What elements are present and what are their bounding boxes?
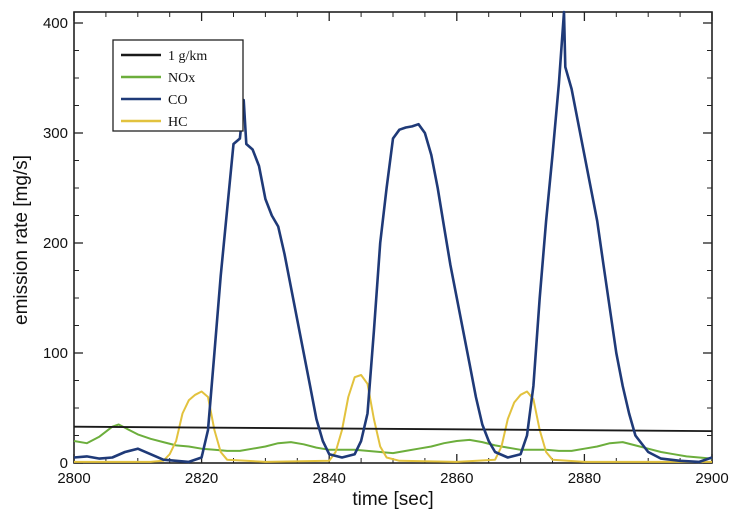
legend-label-hc: HC xyxy=(168,115,187,130)
series-lines xyxy=(73,10,713,464)
x-tick-label: 2880 xyxy=(568,470,601,487)
series-line-nox xyxy=(73,423,713,460)
y-tick-label: 100 xyxy=(43,345,68,362)
legend-label-co: CO xyxy=(168,93,187,108)
axis-ticks: 2800 2820 2840 2860 2880 2900 0 100 200 300 400 xyxy=(43,12,729,487)
x-tick-label: 2840 xyxy=(313,470,346,487)
legend-label-1gkm: 1 g/km xyxy=(168,49,207,64)
legend-label-nox: NOx xyxy=(168,71,195,86)
y-tick-label: 400 xyxy=(43,15,68,32)
y-axis-title: emission rate [mg/s] xyxy=(11,155,32,325)
y-tick-label: 0 xyxy=(60,455,68,472)
series-line-co xyxy=(73,10,713,464)
series-line-1gkm xyxy=(73,425,713,432)
legend: 1 g/km NOx CO HC xyxy=(112,39,244,132)
series-line-hc xyxy=(74,374,712,463)
x-tick-label: 2820 xyxy=(185,470,218,487)
x-tick-label: 2800 xyxy=(57,470,90,487)
x-tick-label: 2900 xyxy=(695,470,728,487)
y-tick-label: 200 xyxy=(43,235,68,252)
x-axis-title: time [sec] xyxy=(352,489,433,510)
y-tick-label: 300 xyxy=(43,125,68,142)
x-tick-label: 2860 xyxy=(440,470,473,487)
